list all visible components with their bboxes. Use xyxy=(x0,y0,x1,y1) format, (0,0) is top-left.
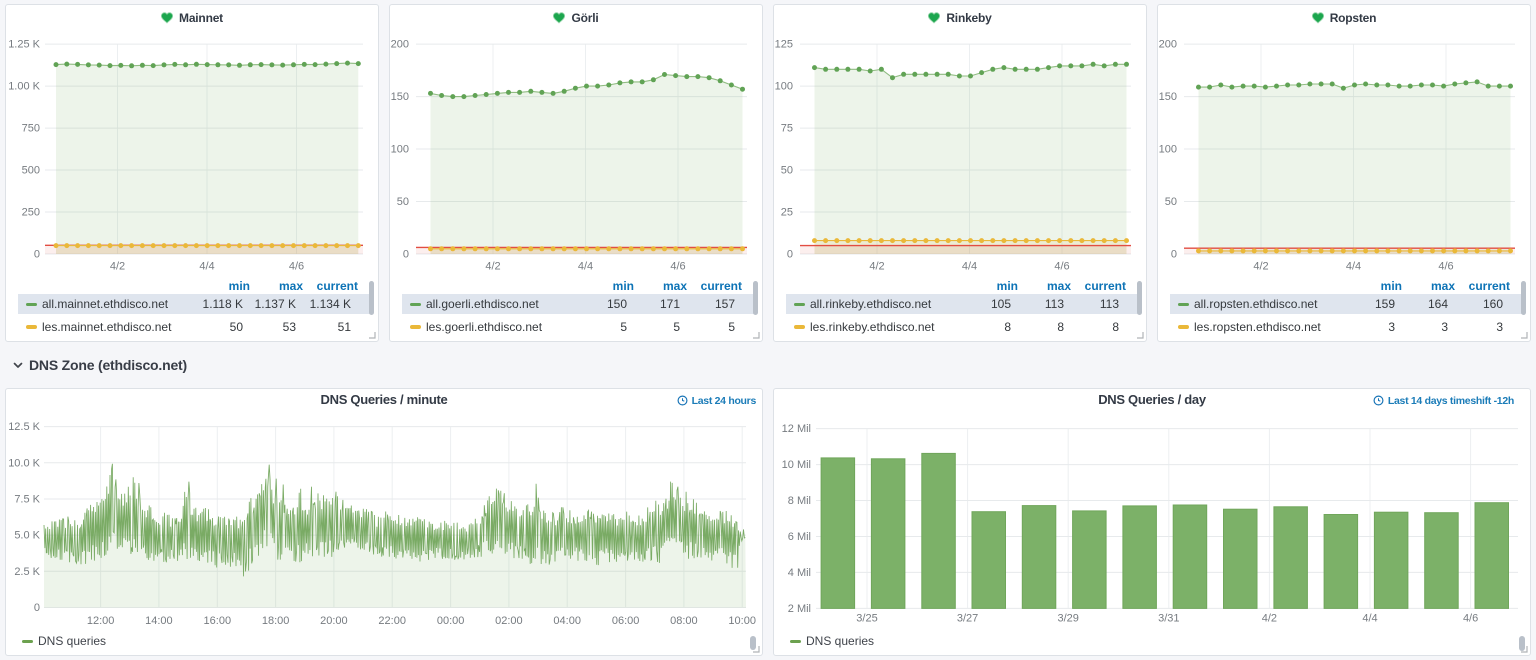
svg-text:3/25: 3/25 xyxy=(856,613,877,625)
svg-text:4/6: 4/6 xyxy=(670,261,685,273)
svg-text:3/31: 3/31 xyxy=(1158,613,1179,625)
svg-text:500: 500 xyxy=(22,165,40,177)
svg-text:50: 50 xyxy=(1165,196,1177,208)
svg-text:4/2: 4/2 xyxy=(1253,261,1268,273)
svg-text:4/4: 4/4 xyxy=(199,261,214,273)
svg-text:04:00: 04:00 xyxy=(553,615,581,627)
svg-text:100: 100 xyxy=(775,81,793,93)
svg-text:4/4: 4/4 xyxy=(962,261,977,273)
svg-text:4/4: 4/4 xyxy=(1362,613,1377,625)
svg-text:12.5 K: 12.5 K xyxy=(8,421,40,433)
svg-text:4/4: 4/4 xyxy=(1346,261,1361,273)
svg-text:50: 50 xyxy=(397,196,409,208)
svg-text:0: 0 xyxy=(787,249,793,261)
svg-text:22:00: 22:00 xyxy=(378,615,406,627)
svg-text:00:00: 00:00 xyxy=(437,615,465,627)
svg-text:4 Mil: 4 Mil xyxy=(788,567,811,579)
svg-text:0: 0 xyxy=(1171,249,1177,261)
svg-text:0: 0 xyxy=(403,249,409,261)
svg-text:10.0 K: 10.0 K xyxy=(8,457,40,469)
svg-text:250: 250 xyxy=(22,207,40,219)
svg-text:4/6: 4/6 xyxy=(1438,261,1453,273)
svg-text:4/2: 4/2 xyxy=(869,261,884,273)
svg-text:2 Mil: 2 Mil xyxy=(788,603,811,615)
svg-text:25: 25 xyxy=(781,207,793,219)
svg-text:4/2: 4/2 xyxy=(485,261,500,273)
svg-text:100: 100 xyxy=(1159,144,1177,156)
svg-text:200: 200 xyxy=(1159,39,1177,51)
svg-text:14:00: 14:00 xyxy=(145,615,173,627)
svg-text:6 Mil: 6 Mil xyxy=(788,531,811,543)
svg-text:3/29: 3/29 xyxy=(1057,613,1078,625)
svg-text:0: 0 xyxy=(34,249,40,261)
svg-text:4/6: 4/6 xyxy=(1463,613,1478,625)
svg-text:4/6: 4/6 xyxy=(1054,261,1069,273)
svg-text:4/2: 4/2 xyxy=(1262,613,1277,625)
svg-text:20:00: 20:00 xyxy=(320,615,348,627)
svg-text:7.5 K: 7.5 K xyxy=(14,494,40,506)
svg-text:5.0 K: 5.0 K xyxy=(14,530,40,542)
svg-text:4/4: 4/4 xyxy=(578,261,593,273)
svg-text:125: 125 xyxy=(775,39,793,51)
svg-text:12:00: 12:00 xyxy=(87,615,115,627)
svg-text:02:00: 02:00 xyxy=(495,615,523,627)
svg-text:08:00: 08:00 xyxy=(670,615,698,627)
svg-text:150: 150 xyxy=(391,91,409,103)
svg-text:1.00 K: 1.00 K xyxy=(8,81,40,93)
svg-text:200: 200 xyxy=(391,39,409,51)
svg-text:12 Mil: 12 Mil xyxy=(782,423,811,435)
svg-text:4/6: 4/6 xyxy=(289,261,304,273)
svg-text:4/2: 4/2 xyxy=(110,261,125,273)
svg-text:150: 150 xyxy=(1159,91,1177,103)
svg-text:8 Mil: 8 Mil xyxy=(788,495,811,507)
svg-text:3/27: 3/27 xyxy=(957,613,978,625)
svg-text:0: 0 xyxy=(34,602,40,614)
svg-text:750: 750 xyxy=(22,123,40,135)
svg-text:10:00: 10:00 xyxy=(728,615,756,627)
svg-text:18:00: 18:00 xyxy=(262,615,290,627)
svg-text:100: 100 xyxy=(391,144,409,156)
svg-text:06:00: 06:00 xyxy=(612,615,640,627)
svg-text:75: 75 xyxy=(781,123,793,135)
svg-text:10 Mil: 10 Mil xyxy=(782,459,811,471)
svg-text:2.5 K: 2.5 K xyxy=(14,566,40,578)
svg-text:50: 50 xyxy=(781,165,793,177)
svg-text:1.25 K: 1.25 K xyxy=(8,39,40,51)
svg-text:16:00: 16:00 xyxy=(204,615,232,627)
